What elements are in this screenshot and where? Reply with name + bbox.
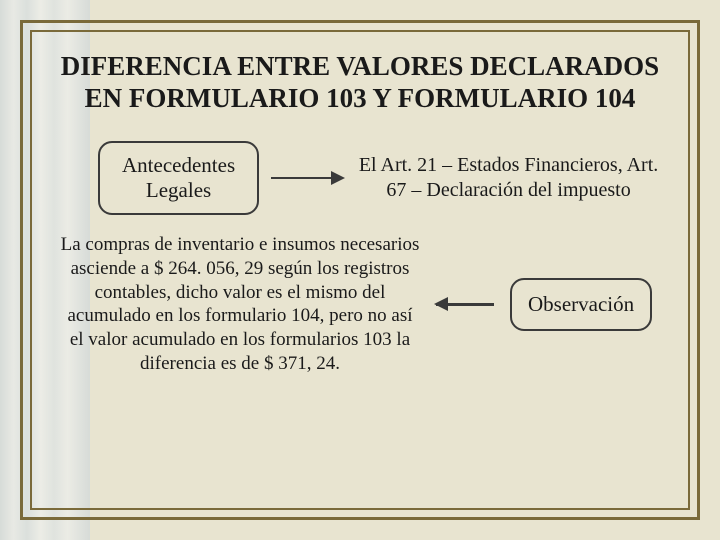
- observacion-box: Observación: [510, 278, 652, 331]
- inner-frame: DIFERENCIA ENTRE VALORES DECLARADOS EN F…: [30, 30, 690, 510]
- antecedentes-line1: Antecedentes: [122, 153, 235, 178]
- art-text: El Art. 21 – Estados Financieros, Art. 6…: [357, 153, 660, 203]
- page-title: DIFERENCIA ENTRE VALORES DECLARADOS EN F…: [60, 50, 660, 115]
- arrow-right-icon: [271, 177, 343, 180]
- arrow-left-icon: [436, 303, 494, 306]
- antecedentes-line2: Legales: [122, 178, 235, 203]
- row-observacion: La compras de inventario e insumos neces…: [60, 233, 660, 376]
- compras-text: La compras de inventario e insumos neces…: [60, 233, 420, 376]
- antecedentes-box: Antecedentes Legales: [98, 141, 259, 215]
- row-antecedentes: Antecedentes Legales El Art. 21 – Estado…: [60, 141, 660, 215]
